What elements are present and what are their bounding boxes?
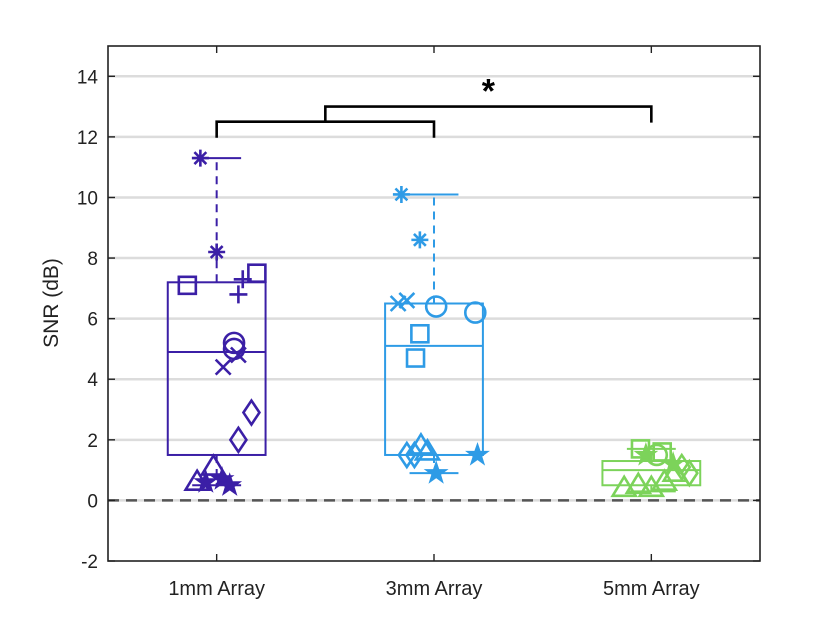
y-tick-label: -2 — [81, 552, 98, 573]
data-point-square — [652, 442, 673, 462]
data-point-square — [405, 348, 426, 368]
data-point-square — [410, 323, 430, 344]
data-point-star — [423, 460, 449, 484]
x-tick-label: 5mm Array — [603, 578, 700, 600]
data-point-square — [247, 263, 267, 284]
y-tick-label: 10 — [77, 188, 98, 209]
outer-significance-bracket — [324, 105, 653, 123]
y-tick-label: 12 — [77, 128, 98, 149]
data-point-circle — [222, 337, 246, 361]
data-point-circle — [645, 443, 669, 467]
box-group — [166, 157, 267, 487]
y-tick-label: 2 — [87, 431, 98, 452]
y-tick-label: 8 — [87, 249, 98, 270]
data-point-diamond — [679, 458, 699, 488]
data-point-x — [214, 358, 232, 376]
data-point-triangle — [413, 437, 442, 461]
y-tick-label: 4 — [87, 370, 98, 391]
significance-asterisk: * — [482, 73, 496, 111]
data-point-square — [177, 275, 198, 296]
x-tick-label: 1mm Array — [168, 578, 265, 600]
y-tick-label: 14 — [77, 67, 99, 88]
significance-layer: * — [215, 73, 653, 138]
box-layer — [166, 157, 702, 493]
box-iqr — [166, 281, 267, 456]
data-point-circle — [222, 331, 246, 355]
y-tick-label: 6 — [87, 310, 98, 331]
y-axis-label: SNR (dB) — [40, 258, 63, 348]
point-layer — [177, 149, 699, 498]
x-tick-label: 3mm Array — [386, 578, 483, 600]
data-point-triangle — [199, 453, 228, 476]
data-point-diamond — [228, 425, 248, 455]
data-point-plus — [229, 285, 248, 304]
y-tick-label: 0 — [87, 491, 98, 512]
data-point-asterisk — [392, 185, 410, 203]
data-point-diamond — [241, 398, 262, 427]
axis-layer: -2 0 2 4 6 8 10 12 14 1mm Array 3mm Array 5mm Array — [77, 46, 760, 600]
data-point-triangle — [637, 474, 666, 498]
data-point-star — [193, 469, 219, 493]
data-point-asterisk — [411, 231, 429, 249]
box-iqr — [384, 302, 484, 456]
data-point-asterisk — [191, 149, 209, 167]
data-point-x — [398, 292, 416, 309]
box-group — [384, 193, 484, 475]
data-point-star — [465, 441, 490, 466]
inner-significance-bracket — [215, 120, 436, 138]
data-point-circle — [463, 301, 487, 324]
data-point-circle — [424, 295, 448, 318]
data-point-triangle — [624, 471, 653, 495]
data-point-asterisk — [208, 243, 226, 261]
data-point-star — [217, 472, 243, 496]
